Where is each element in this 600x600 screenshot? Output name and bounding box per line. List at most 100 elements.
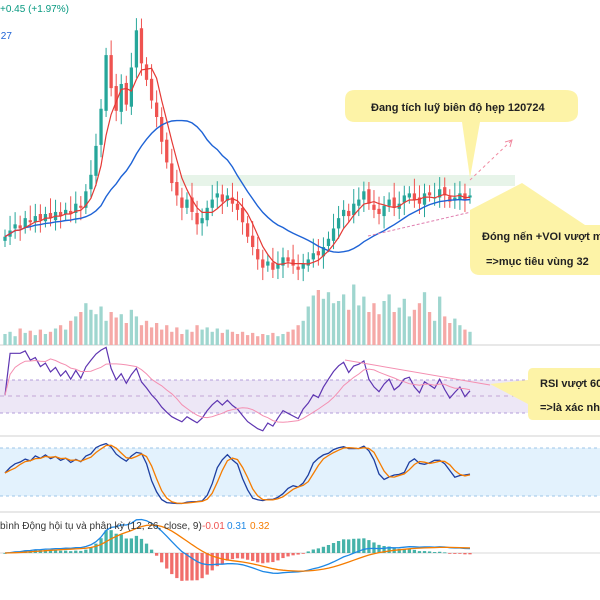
macd-hist-bar: [58, 550, 63, 553]
macd-hist-bar: [89, 547, 93, 553]
macd-hist-bar: [291, 553, 295, 556]
volume-bar: [58, 325, 63, 345]
macd-hist-bar: [195, 553, 199, 581]
volume-bar: [372, 303, 376, 345]
volume-bar: [200, 329, 204, 345]
candle-body: [463, 193, 467, 200]
macd-hist-bar: [165, 553, 169, 569]
volume-bar: [225, 329, 230, 345]
volume-bar: [134, 316, 139, 345]
volume-bar: [3, 334, 7, 345]
macd-hist-bar: [266, 553, 270, 563]
candlesticks: [3, 18, 472, 282]
macd-hist-bar: [271, 553, 275, 563]
volume-bar: [458, 325, 462, 345]
macd-hist-bar: [79, 550, 83, 553]
volume-bar: [165, 325, 169, 345]
candle-body: [210, 199, 214, 208]
macd-hist-bar: [230, 553, 235, 560]
candle-body: [195, 212, 199, 225]
volume-bar: [48, 331, 53, 345]
rsi-note-line2: =>là xác nh: [540, 402, 600, 414]
volume-bar: [69, 320, 73, 345]
consolidation-note: Đang tích luỹ biên độ hẹp 120724: [371, 102, 545, 114]
macd-hist-bar: [210, 553, 214, 571]
macd-hist-bar: [119, 534, 123, 553]
candle-body: [69, 210, 73, 215]
candle-body: [200, 218, 204, 224]
candle-body: [160, 117, 164, 142]
macd-hist-bar: [114, 533, 118, 553]
macd-hist-bar: [53, 550, 58, 553]
macd-legend-hist: -0.01: [202, 521, 225, 532]
candle-body: [99, 108, 103, 145]
volume-bar: [154, 323, 159, 345]
candle-body: [144, 64, 149, 80]
volume-bar: [74, 316, 78, 345]
macd-hist-bar: [220, 553, 224, 564]
volume-bar: [407, 316, 411, 345]
volume-bar: [468, 331, 472, 345]
candle-body: [190, 197, 194, 212]
macd-hist-bar: [154, 553, 159, 556]
volume-bar: [18, 328, 22, 345]
volume-bar: [190, 331, 194, 345]
candle-body: [124, 82, 128, 105]
macd-hist-bar: [48, 550, 53, 553]
volume-bar: [114, 317, 118, 345]
candle-body: [18, 225, 22, 229]
macd-hist-bar: [372, 542, 376, 553]
macd-hist-bar: [453, 553, 457, 554]
macd-hist-bar: [422, 551, 427, 553]
breakout-callout: [470, 183, 600, 275]
candle-body: [347, 210, 351, 217]
candle-body: [458, 193, 462, 200]
candle-body: [175, 182, 179, 196]
volume-bar: [144, 320, 149, 345]
candle-body: [367, 189, 371, 204]
macd-hist-bar: [235, 553, 240, 559]
rsi-ma-line: [4, 358, 471, 423]
volume-bar: [240, 331, 245, 345]
volume-bar: [175, 327, 179, 345]
candle-body: [341, 209, 346, 217]
candle-body: [372, 204, 376, 210]
macd-hist-bar: [362, 538, 366, 553]
volume-bar: [417, 303, 422, 345]
volume-bar: [336, 301, 341, 345]
candle-body: [301, 263, 305, 269]
breakout-note-line1: Đóng nến +VOI vượt m: [482, 231, 600, 243]
candle-body: [392, 197, 396, 208]
volume-bar: [160, 329, 164, 345]
macd-hist-bar: [357, 538, 361, 553]
price-change-text: +0.45 (+1.97%): [0, 4, 69, 15]
macd-hist-bar: [160, 553, 164, 563]
macd-hist-bar: [200, 553, 204, 579]
macd-hist-bar: [321, 546, 326, 553]
candle-body: [407, 193, 411, 198]
candle-body: [3, 236, 7, 241]
candle-body: [266, 261, 270, 266]
volume-bar: [347, 309, 351, 345]
volume-bar: [448, 323, 452, 345]
candle-body: [109, 55, 113, 89]
candle-body: [271, 262, 275, 270]
candle-body: [89, 174, 93, 190]
macd-line: [4, 518, 471, 574]
breakout-note-line2: =>mục tiêu vùng 32: [486, 256, 589, 268]
volume-bar: [301, 320, 305, 345]
volume-bar: [13, 336, 17, 345]
macd-hist-bar: [347, 539, 351, 553]
macd-hist-bar: [185, 553, 189, 581]
macd-hist-bar: [316, 548, 321, 553]
volume-bar: [306, 306, 310, 345]
volume-bar: [38, 329, 43, 345]
macd-hist-bar: [64, 550, 68, 553]
macd-hist-bar: [412, 549, 417, 553]
macd-hist-bar: [170, 553, 174, 575]
volume-bar: [109, 312, 113, 345]
volume-bar: [271, 332, 275, 345]
candle-body: [180, 197, 184, 208]
volume-bar: [382, 301, 386, 345]
